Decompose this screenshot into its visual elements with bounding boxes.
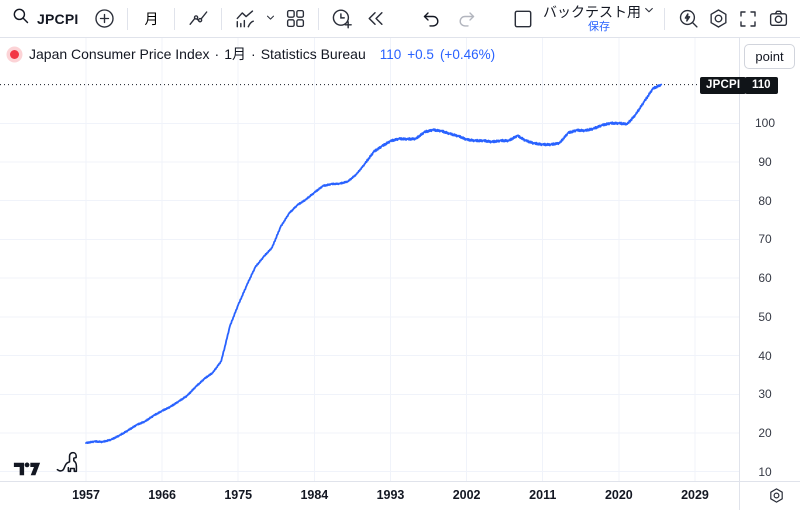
save-layout-link[interactable]: 保存 — [588, 20, 610, 33]
value-change: +0.5 — [407, 46, 434, 62]
price-axis-border — [739, 38, 740, 510]
time-tick-label: 1957 — [72, 488, 100, 502]
time-axis-border — [0, 481, 800, 482]
price-tick-label: 20 — [758, 425, 772, 440]
series-title: Japan Consumer Price Index — [29, 46, 210, 62]
price-tick-label: 70 — [758, 232, 772, 247]
time-tick-label: 2002 — [452, 488, 481, 502]
last-value: 110 — [379, 46, 402, 62]
price-tick-label: 50 — [758, 309, 772, 324]
time-tick-label: 2020 — [604, 488, 633, 502]
price-tick-label: 100 — [754, 116, 776, 131]
price-tick-label: 60 — [758, 271, 772, 286]
time-tick-label: 1984 — [300, 488, 329, 502]
toolbar-right-icons — [674, 5, 792, 33]
price-tick-label: 40 — [758, 348, 772, 363]
create-alert-button[interactable] — [328, 5, 356, 33]
fullscreen-button[interactable] — [734, 5, 762, 33]
chart-settings-button[interactable] — [704, 5, 732, 33]
toolbar-separator — [664, 7, 665, 30]
legend-values: 110 +0.5 (+0.46%) — [380, 47, 495, 62]
select-layout-button[interactable] — [509, 5, 537, 33]
search-icon — [12, 7, 30, 30]
time-tick-label: 2029 — [681, 488, 709, 502]
time-tick-label: 1975 — [224, 488, 253, 502]
time-tick-label: 2011 — [529, 488, 557, 502]
undo-redo-group — [417, 5, 481, 33]
price-tick-label: 90 — [758, 155, 772, 169]
market-status-dot — [10, 49, 19, 59]
value-change-percent: (+0.46%) — [439, 46, 496, 62]
legend-title-row: Japan Consumer Price Index · 1月 · Statis… — [29, 44, 366, 64]
layout-menu-button[interactable]: バックテスト用 — [543, 4, 655, 21]
time-axis-settings-button[interactable] — [766, 487, 786, 507]
symbol-search-button[interactable]: JPCPI — [8, 5, 86, 33]
time-tick-label: 1966 — [148, 488, 177, 502]
compare-add-button[interactable] — [90, 5, 118, 33]
toolbar-separator — [221, 7, 223, 30]
settings-gear-icon — [708, 8, 729, 29]
chart-pane[interactable]: Japan Consumer Price Index · 1月 · Statis… — [0, 38, 800, 510]
replay-rewind-icon — [364, 8, 385, 29]
price-tick-label: 80 — [758, 193, 772, 208]
interval-label: 月 — [144, 10, 159, 27]
top-toolbar: JPCPI 月 — [0, 0, 800, 38]
interval-button[interactable]: 月 — [137, 5, 165, 33]
series-legend[interactable]: Japan Consumer Price Index · 1月 · Statis… — [10, 44, 495, 64]
toolbar-separator — [127, 7, 129, 30]
bar-replay-button[interactable] — [360, 5, 388, 33]
price-tick-label: 10 — [758, 464, 772, 479]
fullscreen-icon — [738, 9, 758, 29]
series-source: Statistics Bureau — [260, 46, 366, 62]
legend-separator: · — [214, 46, 220, 62]
layout-name-label: バックテスト用 — [543, 3, 641, 20]
chevron-down-icon — [643, 4, 655, 21]
undo-button[interactable] — [417, 5, 445, 33]
last-price-symbol-badge: JPCPI — [700, 76, 747, 94]
indicators-button[interactable] — [231, 5, 259, 33]
redo-button[interactable] — [453, 5, 481, 33]
legend-separator: · — [251, 46, 256, 62]
settings-gear-icon — [768, 487, 785, 507]
brand-area — [13, 450, 81, 482]
cpi-line-series[interactable] — [85, 83, 663, 445]
price-unit-button[interactable]: point — [744, 44, 795, 69]
toolbar-separator — [174, 7, 176, 30]
redo-icon — [457, 9, 477, 29]
time-tick-label: 1993 — [376, 488, 405, 502]
indicators-icon — [234, 8, 256, 30]
toolbar-separator — [318, 7, 320, 30]
indicator-templates-button[interactable] — [281, 5, 309, 33]
series-interval: 1月 — [224, 46, 247, 62]
quick-search-icon — [678, 8, 699, 29]
alert-plus-icon — [331, 8, 353, 30]
tradingview-logo-icon[interactable] — [13, 461, 45, 482]
layout-cluster: バックテスト用 保存 — [509, 4, 655, 33]
indicators-menu-chevron[interactable] — [263, 5, 277, 33]
layout-grid-icon — [285, 8, 306, 29]
compare-plus-icon — [94, 8, 115, 29]
symbol-ticker: JPCPI — [37, 10, 79, 27]
layout-square-icon — [512, 8, 534, 30]
dinosaur-icon[interactable] — [55, 450, 81, 482]
quick-search-button[interactable] — [674, 5, 702, 33]
last-price-value-badge: 110 — [745, 76, 778, 94]
camera-icon — [768, 8, 789, 29]
take-snapshot-button[interactable] — [764, 5, 792, 33]
undo-icon — [421, 9, 441, 29]
chart-style-button[interactable] — [184, 5, 212, 33]
chevron-down-icon — [265, 11, 276, 26]
layout-name-block: バックテスト用 保存 — [543, 4, 655, 33]
chart-style-line-icon — [188, 8, 209, 29]
price-tick-label: 30 — [758, 387, 772, 402]
